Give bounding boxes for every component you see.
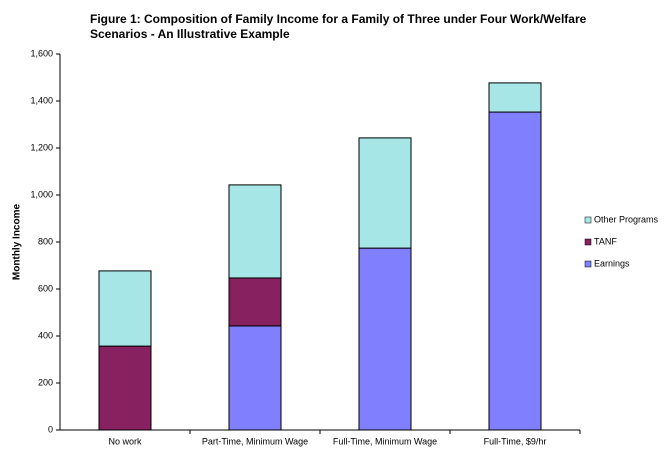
- bar-segment: [488, 82, 542, 113]
- legend-swatch: [584, 238, 592, 246]
- bar-segment: [228, 325, 282, 431]
- legend-swatch: [584, 216, 592, 224]
- y-tick-label: 600: [38, 283, 53, 293]
- legend-swatch: [584, 260, 592, 268]
- bar-segment: [228, 277, 282, 327]
- legend-label: TANF: [594, 236, 617, 246]
- bar-segment: [358, 247, 412, 431]
- x-tick-label: Full-Time, $9/hr: [484, 436, 547, 446]
- chart-title: Figure 1: Composition of Family Income f…: [90, 12, 587, 26]
- y-tick-label: 1,200: [30, 142, 53, 152]
- y-tick-label: 200: [38, 377, 53, 387]
- chart-title: Scenarios - An Illustrative Example: [90, 27, 290, 41]
- y-axis-label: Monthly Income: [12, 204, 23, 281]
- x-tick-label: No work: [108, 436, 142, 446]
- bar-segment: [488, 111, 542, 431]
- y-tick-label: 1,600: [30, 48, 53, 58]
- legend-label: Earnings: [594, 258, 630, 268]
- bar-segment: [228, 184, 282, 279]
- legend-label: Other Programs: [594, 214, 659, 224]
- x-tick-label: Part-Time, Minimum Wage: [202, 436, 308, 446]
- x-tick-label: Full-Time, Minimum Wage: [333, 436, 437, 446]
- y-tick-label: 1,000: [30, 189, 53, 199]
- y-tick-label: 0: [48, 424, 53, 434]
- bar-segment: [98, 345, 152, 431]
- y-tick-label: 1,400: [30, 95, 53, 105]
- bar-segment: [358, 137, 412, 249]
- bar-segment: [98, 270, 152, 347]
- y-tick-label: 800: [38, 236, 53, 246]
- y-tick-label: 400: [38, 330, 53, 340]
